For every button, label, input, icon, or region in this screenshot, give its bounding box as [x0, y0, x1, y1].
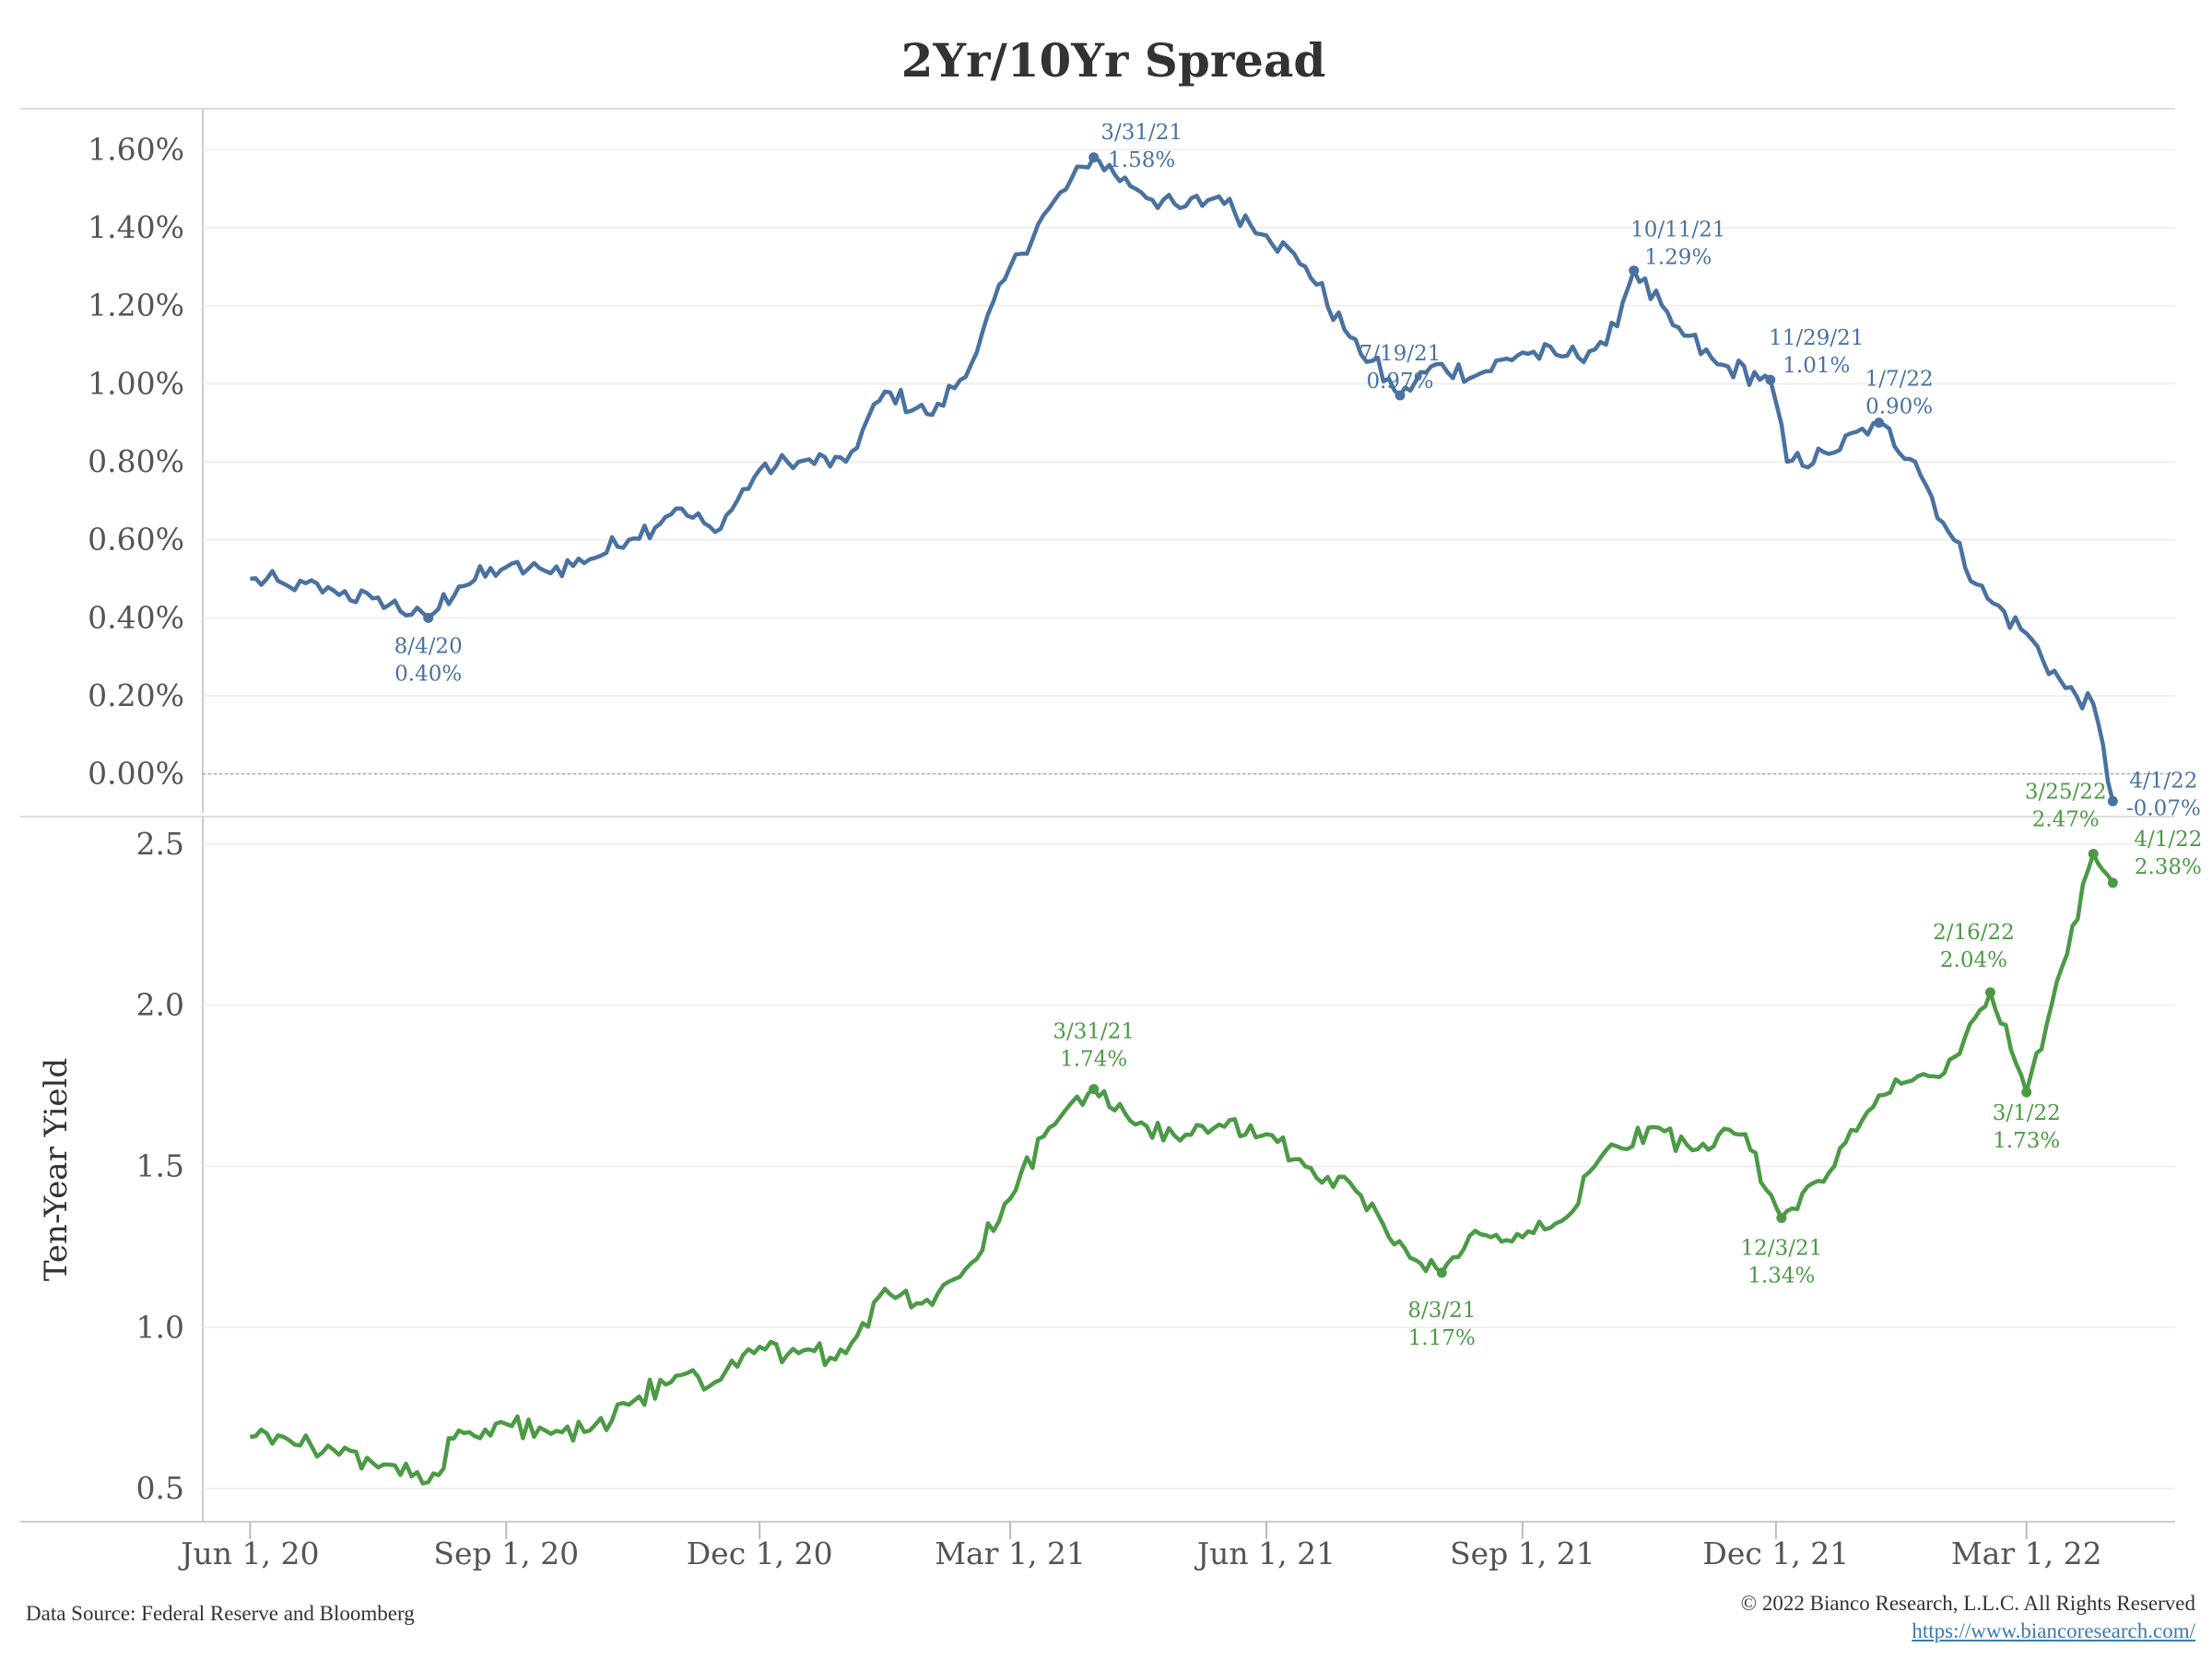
annotation-value: 2.04%	[1940, 948, 2007, 972]
annotation-value: 1.17%	[1408, 1326, 1476, 1350]
annotation-date: 7/19/21	[1359, 342, 1441, 366]
annotation-marker	[1088, 1084, 1100, 1095]
y-tick-label: 0.5	[136, 1470, 184, 1506]
annotation-value: 0.90%	[1865, 395, 1933, 419]
x-tick-label: Mar 1, 22	[1951, 1535, 2102, 1571]
annotation-date: 3/25/22	[2025, 780, 2107, 804]
annotation-date: 3/31/21	[1053, 1020, 1135, 1044]
y-tick-label: 1.0	[136, 1309, 184, 1345]
annotation-marker	[1088, 152, 1100, 163]
series-line	[250, 155, 2115, 802]
annotation-date: 11/29/21	[1769, 326, 1864, 350]
annotation-date: 3/31/21	[1100, 121, 1182, 145]
annotation-marker	[1874, 418, 1885, 429]
x-tick-label: Sep 1, 21	[1450, 1535, 1595, 1571]
website-link[interactable]: https://www.biancoresearch.com/	[1912, 1619, 2195, 1642]
annotation-marker	[423, 612, 434, 623]
annotation-value: 1.58%	[1108, 148, 1175, 172]
annotation-value: 1.29%	[1644, 246, 1712, 270]
annotation-date: 4/1/22	[2134, 828, 2202, 852]
y-tick-label: 1.40%	[88, 209, 184, 245]
series-line	[250, 852, 2115, 1486]
annotation-value: 1.73%	[1993, 1129, 2060, 1153]
annotation-marker	[2088, 848, 2099, 859]
y-tick-label: 0.00%	[88, 756, 184, 792]
annotation-value: 1.01%	[1783, 354, 1850, 378]
yield-panel: 0.5 1.0 1.5 2.0 2.5 Ten-Year Yield 3/31/21 1.74…	[20, 780, 2202, 1521]
x-tick-label: Jun 1, 20	[178, 1535, 319, 1571]
y-tick-label: 0.60%	[88, 522, 184, 558]
spread-panel: 0.00% 0.20% 0.40% 0.60% 0.80% 1.00% 1.20% 1.40%…	[20, 108, 2201, 820]
annotation-value: 0.97%	[1366, 370, 1433, 394]
y-tick-label: 1.00%	[88, 365, 184, 401]
annotation-date: 8/3/21	[1407, 1299, 1476, 1323]
y-axis-title: Ten-Year Yield	[38, 1058, 75, 1281]
annotation-marker	[2107, 877, 2118, 888]
annotation-marker	[1984, 987, 1995, 998]
annotation-date: 3/1/22	[1993, 1101, 2061, 1125]
y-tick-label: 0.40%	[88, 599, 184, 635]
y-tick-label: 1.60%	[88, 131, 184, 167]
annotation-date: 12/3/21	[1741, 1236, 1823, 1260]
annotation-date: 10/11/21	[1630, 218, 1725, 242]
annotation-marker	[1776, 1212, 1787, 1223]
y-tick-label: 1.5	[136, 1148, 184, 1184]
chart-title: 2Yr/10Yr Spread	[901, 33, 1326, 88]
annotation-date: 2/16/22	[1933, 921, 2015, 945]
y-tick-label: 1.20%	[88, 288, 184, 324]
annotation-marker	[1765, 374, 1776, 385]
annotation-marker	[2021, 1087, 2032, 1098]
x-tick-label: Dec 1, 21	[1702, 1535, 1849, 1571]
y-tick-label: 0.20%	[88, 677, 184, 713]
data-source-note: Data Source: Federal Reserve and Bloombe…	[26, 1602, 415, 1625]
annotation-value: 0.40%	[394, 662, 462, 686]
annotation-marker	[1394, 390, 1406, 401]
x-tick-label: Dec 1, 20	[687, 1535, 833, 1571]
y-tick-label: 0.80%	[88, 443, 184, 479]
footer-right: © 2022 Bianco Research, L.L.C. All Right…	[1741, 1590, 2195, 1645]
annotation-value: 1.34%	[1747, 1264, 1815, 1288]
annotation-marker	[1629, 265, 1640, 276]
annotation-value: 2.47%	[2032, 807, 2100, 831]
y-tick-label: 2.0	[136, 987, 184, 1023]
annotation-date: 4/1/22	[2129, 769, 2197, 793]
annotation-marker	[2107, 795, 2118, 806]
copyright-text: © 2022 Bianco Research, L.L.C. All Right…	[1740, 1592, 2195, 1615]
annotation-date: 1/7/22	[1865, 368, 1934, 392]
annotation-date: 8/4/20	[394, 634, 463, 658]
x-tick-label: Sep 1, 20	[433, 1535, 579, 1571]
y-tick-label: 2.5	[136, 826, 184, 862]
annotation-marker	[1436, 1267, 1447, 1278]
annotation-value: 2.38%	[2135, 855, 2202, 879]
x-tick-label: Jun 1, 21	[1194, 1535, 1335, 1571]
x-axis: Jun 1, 20 Sep 1, 20 Dec 1, 20 Mar 1, 21 Jun …	[20, 1521, 2175, 1571]
x-tick-label: Mar 1, 21	[935, 1535, 1086, 1571]
annotation-value: 1.74%	[1060, 1048, 1127, 1072]
